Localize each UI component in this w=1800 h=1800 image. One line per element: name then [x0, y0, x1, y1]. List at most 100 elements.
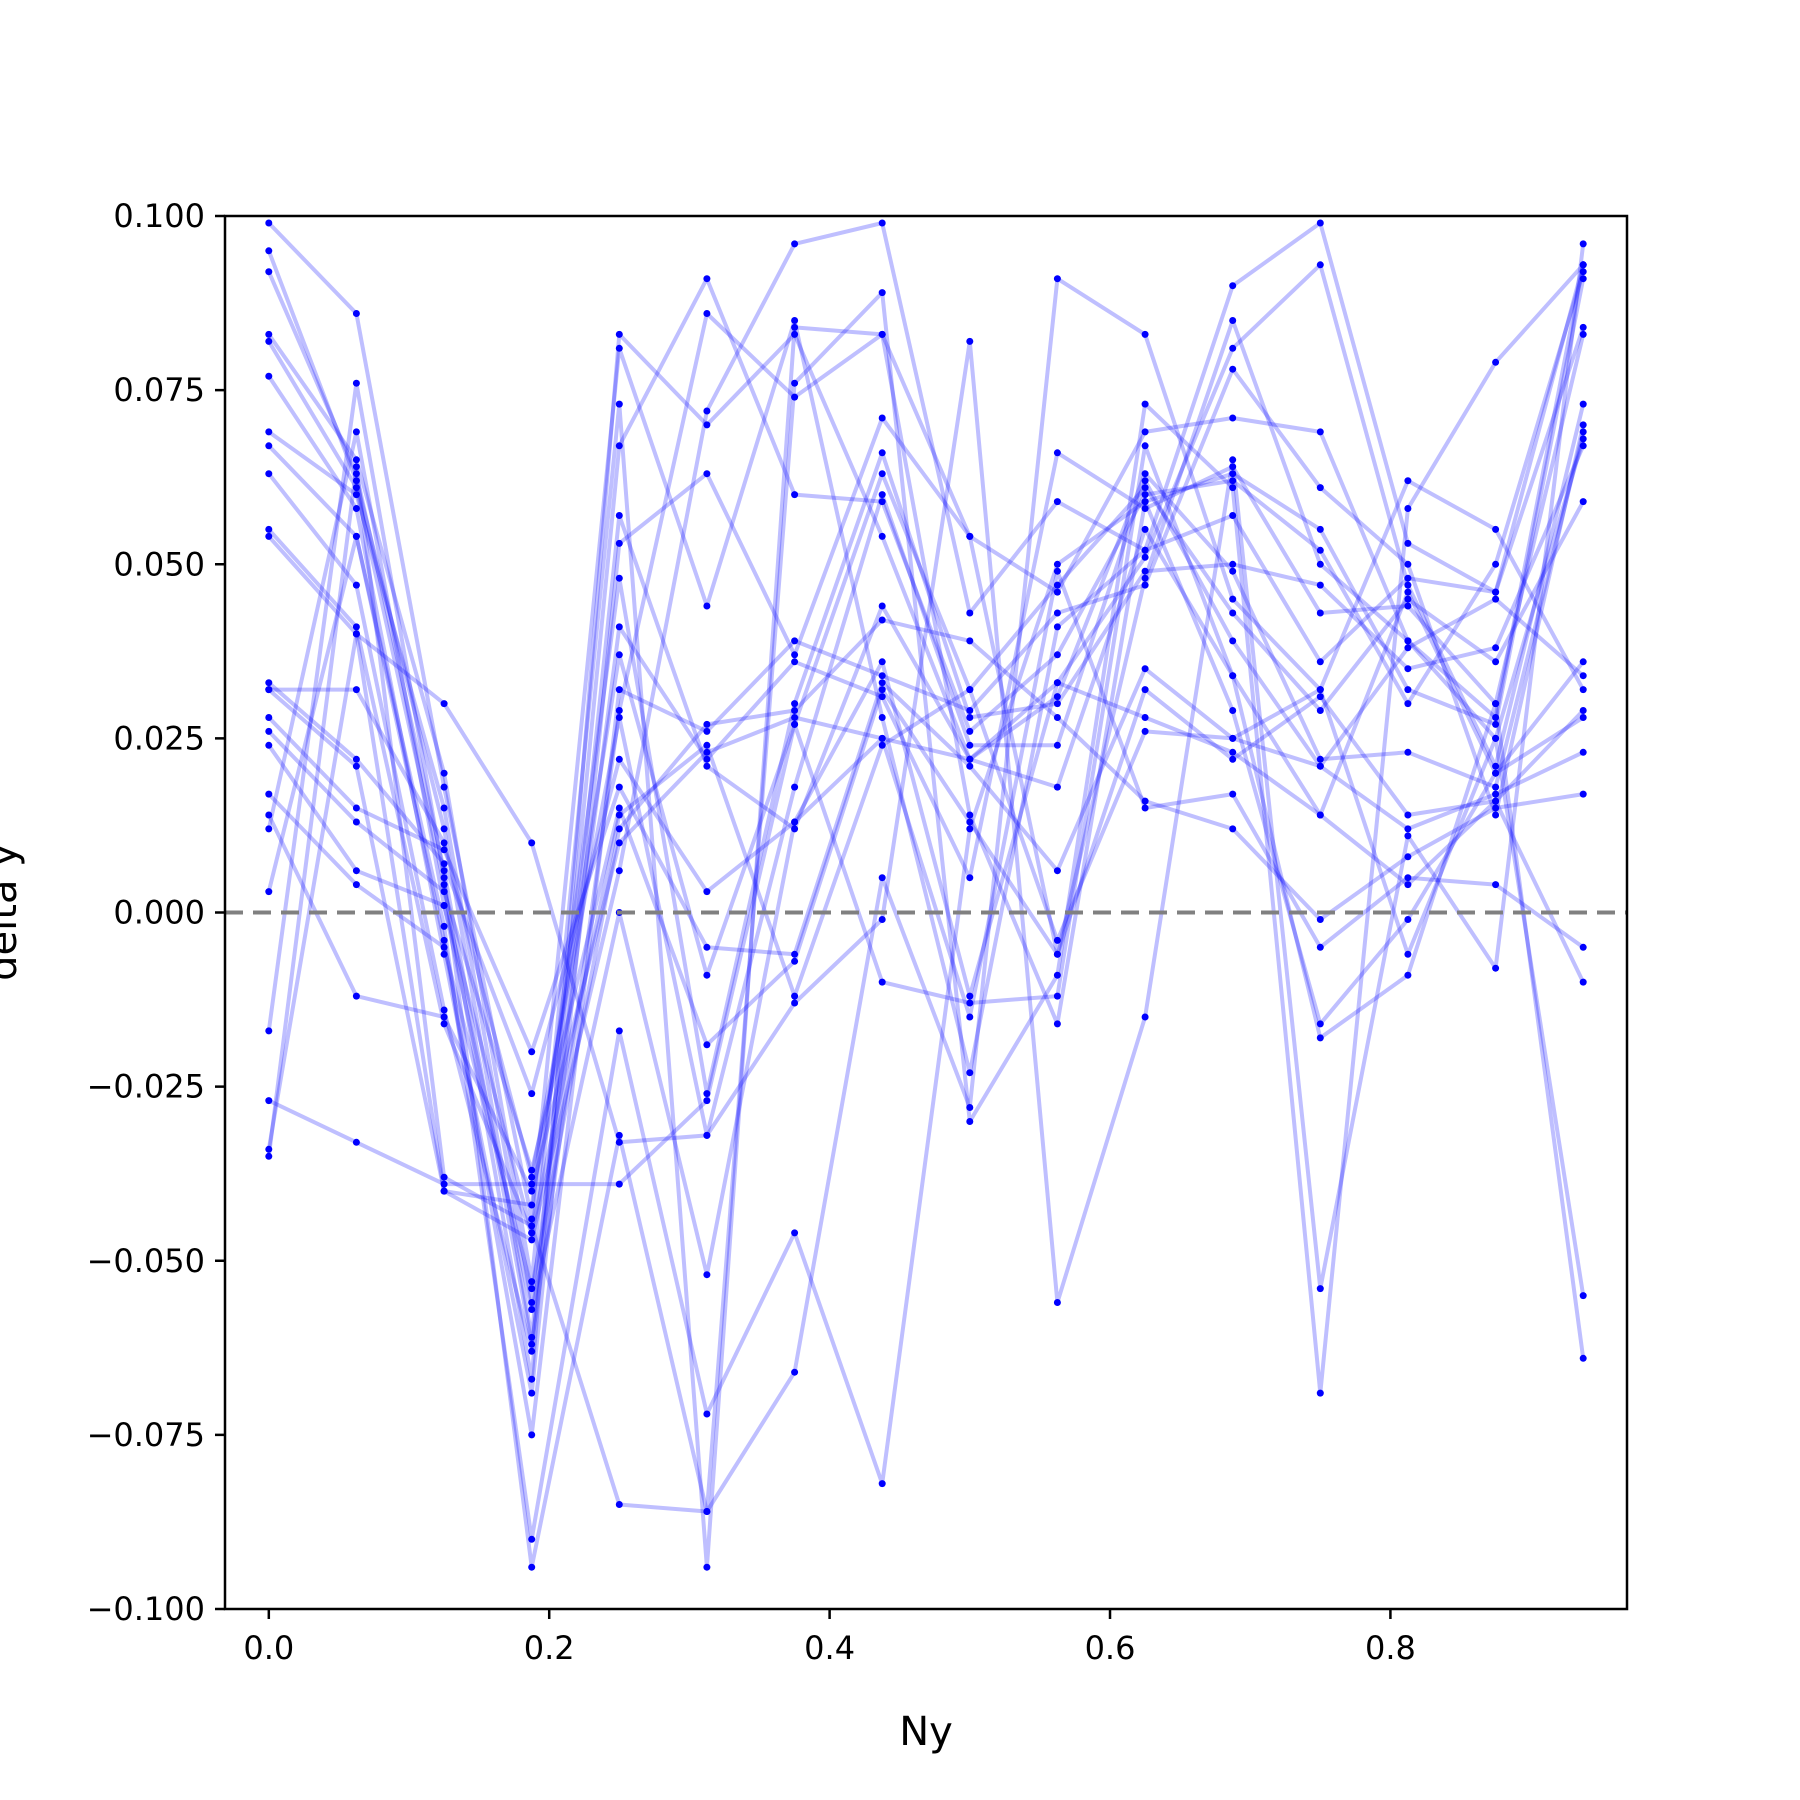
- data-point: [1404, 602, 1412, 610]
- data-point: [1492, 734, 1500, 742]
- data-point: [1229, 825, 1237, 833]
- data-point: [1492, 720, 1500, 728]
- data-point: [878, 414, 886, 422]
- data-point: [966, 818, 974, 826]
- data-point: [1229, 463, 1237, 471]
- data-point: [1141, 1013, 1149, 1021]
- series-line-20: [266, 499, 1585, 1542]
- data-point: [1579, 498, 1587, 506]
- data-point: [1579, 400, 1587, 408]
- y-axis-label: delta y: [0, 843, 26, 981]
- data-point: [440, 860, 448, 868]
- data-point: [1053, 741, 1061, 749]
- data-point: [1229, 637, 1237, 645]
- data-point: [878, 686, 886, 694]
- y-tick-label: 0.075: [113, 371, 205, 409]
- data-point: [966, 337, 974, 345]
- data-point: [1053, 588, 1061, 596]
- data-point: [352, 463, 360, 471]
- data-point: [1141, 714, 1149, 721]
- data-point: [791, 950, 799, 958]
- data-point: [1579, 978, 1587, 986]
- data-point: [615, 651, 623, 659]
- data-point: [1316, 1389, 1324, 1397]
- data-point: [1229, 512, 1237, 519]
- data-point: [1053, 581, 1061, 589]
- data-point: [966, 714, 974, 721]
- data-point: [352, 686, 360, 694]
- data-point: [1229, 414, 1237, 422]
- data-point: [528, 1215, 536, 1223]
- data-point: [1229, 365, 1237, 373]
- x-tick-label: 0.2: [524, 1629, 575, 1667]
- data-point: [265, 714, 273, 721]
- data-point: [352, 484, 360, 492]
- data-point: [265, 811, 273, 819]
- data-point: [703, 727, 711, 735]
- data-point: [440, 936, 448, 944]
- data-point: [1229, 707, 1237, 714]
- x-tick-label: 0.4: [804, 1629, 855, 1667]
- data-point: [1141, 477, 1149, 485]
- data-point: [966, 609, 974, 617]
- data-point: [1492, 595, 1500, 603]
- data-point: [1141, 525, 1149, 533]
- data-point: [615, 811, 623, 819]
- data-point: [966, 1013, 974, 1021]
- data-point: [1053, 609, 1061, 617]
- data-point: [1404, 874, 1412, 882]
- markers-layer: [265, 219, 1587, 1571]
- data-point: [265, 330, 273, 338]
- data-point: [1316, 811, 1324, 819]
- data-point: [1141, 727, 1149, 735]
- data-point: [265, 372, 273, 380]
- data-point: [352, 310, 360, 317]
- data-point: [615, 686, 623, 694]
- data-point: [1404, 637, 1412, 645]
- data-point: [1492, 804, 1500, 812]
- data-point: [265, 219, 273, 227]
- data-point: [1141, 505, 1149, 512]
- data-point: [1229, 282, 1237, 290]
- data-point: [1492, 881, 1500, 889]
- data-point: [1579, 943, 1587, 951]
- data-point: [1492, 700, 1500, 708]
- data-point: [1229, 477, 1237, 485]
- data-point: [440, 825, 448, 833]
- data-point: [1404, 477, 1412, 485]
- data-point: [791, 240, 799, 248]
- data-point: [615, 1027, 623, 1035]
- data-point: [1229, 734, 1237, 742]
- data-point: [1492, 588, 1500, 596]
- data-point: [878, 734, 886, 742]
- data-point: [1229, 755, 1237, 763]
- data-point: [966, 825, 974, 833]
- data-point: [615, 1138, 623, 1146]
- data-point: [615, 400, 623, 408]
- data-point: [440, 943, 448, 951]
- data-point: [1316, 693, 1324, 701]
- data-point: [966, 707, 974, 714]
- data-point: [1404, 916, 1412, 923]
- data-point: [791, 999, 799, 1007]
- data-point: [265, 727, 273, 735]
- data-point: [1053, 498, 1061, 506]
- data-point: [352, 491, 360, 499]
- data-point: [1492, 811, 1500, 819]
- data-point: [1404, 881, 1412, 889]
- data-point: [615, 804, 623, 812]
- data-point: [265, 679, 273, 687]
- data-point: [1404, 686, 1412, 694]
- data-point: [265, 268, 273, 276]
- data-point: [1404, 811, 1412, 819]
- data-point: [1404, 595, 1412, 603]
- data-point: [791, 700, 799, 708]
- data-point: [1141, 574, 1149, 582]
- x-tick-label: 0.0: [243, 1629, 294, 1667]
- data-point: [1579, 330, 1587, 338]
- series-line-13: [267, 527, 1585, 1096]
- data-point: [966, 1118, 974, 1125]
- data-point: [878, 672, 886, 680]
- data-point: [791, 818, 799, 826]
